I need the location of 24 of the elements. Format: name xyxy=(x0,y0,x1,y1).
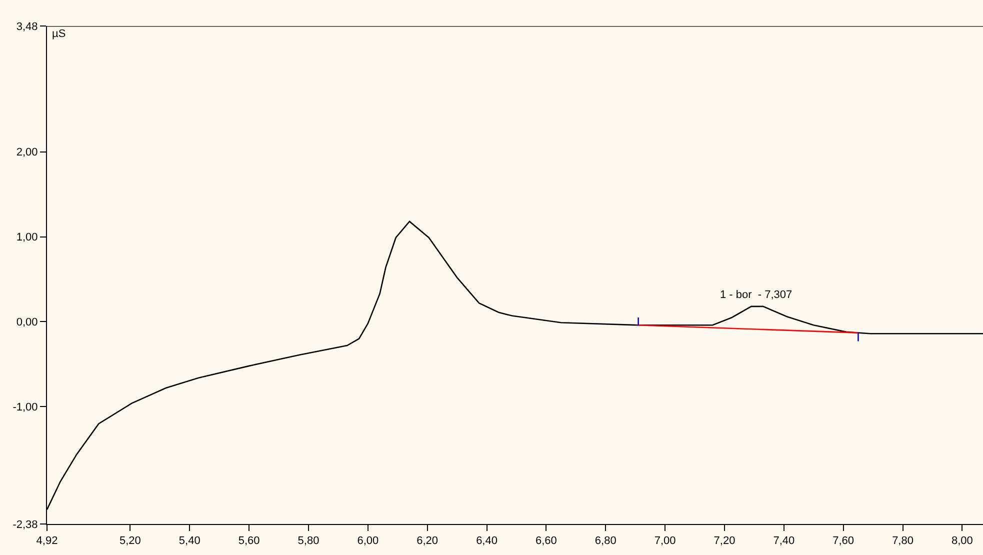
x-tick-label: 8,00 xyxy=(951,535,973,548)
y-tick-label: -1,00 xyxy=(12,402,38,414)
x-tick-label: 5,80 xyxy=(298,535,320,548)
y-tick-label: 2,00 xyxy=(16,146,38,159)
x-tick-label: 7,60 xyxy=(832,535,854,548)
y-tick-label: 0,00 xyxy=(16,316,38,329)
x-tick-label: 6,20 xyxy=(416,535,438,548)
x-tick-label: 4,92 xyxy=(36,535,58,548)
annotation: 1 - bor - 7,307 xyxy=(720,289,792,301)
x-tick-label: 6,00 xyxy=(357,535,379,548)
y-tick-label: 3,48 xyxy=(16,20,38,33)
x-tick-label: 6,40 xyxy=(476,535,498,548)
y-tick-label: 1,00 xyxy=(16,232,38,244)
x-tick-label: 7,20 xyxy=(714,535,736,548)
x-tick-label: 6,60 xyxy=(535,535,557,548)
y-tick-label: -2,38 xyxy=(12,518,38,531)
x-tick-label: 5,20 xyxy=(119,535,141,548)
x-tick-label: 7,40 xyxy=(773,535,795,548)
x-tick-label: 5,60 xyxy=(238,535,260,548)
y-axis-title: µS xyxy=(52,28,66,40)
x-tick-label: 7,00 xyxy=(654,535,676,548)
x-tick-label: 6,80 xyxy=(594,535,616,548)
x-tick-label: 5,40 xyxy=(178,535,200,548)
x-tick-label: 7,80 xyxy=(892,535,914,548)
